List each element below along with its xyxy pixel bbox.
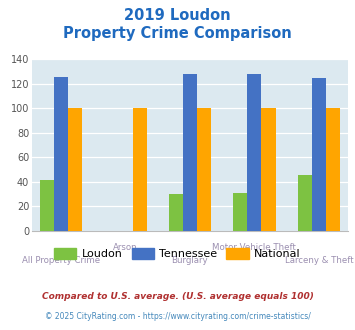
- Text: Arson: Arson: [113, 243, 138, 252]
- Legend: Loudon, Tennessee, National: Loudon, Tennessee, National: [50, 244, 305, 263]
- Bar: [312, 78, 326, 231]
- Text: All Property Crime: All Property Crime: [22, 255, 100, 265]
- Bar: [40, 180, 54, 231]
- Bar: [326, 109, 340, 231]
- Text: Larceny & Theft: Larceny & Theft: [285, 255, 353, 265]
- Bar: [197, 109, 211, 231]
- Bar: [183, 74, 197, 231]
- Text: Compared to U.S. average. (U.S. average equals 100): Compared to U.S. average. (U.S. average …: [42, 292, 313, 301]
- Text: Motor Vehicle Theft: Motor Vehicle Theft: [212, 243, 296, 252]
- Bar: [247, 74, 262, 231]
- Text: 2019 Loudon: 2019 Loudon: [124, 8, 231, 23]
- Bar: [233, 193, 247, 231]
- Bar: [132, 109, 147, 231]
- Text: Burglary: Burglary: [171, 255, 208, 265]
- Bar: [68, 109, 82, 231]
- Bar: [169, 194, 183, 231]
- Text: © 2025 CityRating.com - https://www.cityrating.com/crime-statistics/: © 2025 CityRating.com - https://www.city…: [45, 312, 310, 321]
- Bar: [262, 109, 276, 231]
- Bar: [54, 77, 68, 231]
- Text: Property Crime Comparison: Property Crime Comparison: [63, 26, 292, 41]
- Bar: [297, 175, 312, 231]
